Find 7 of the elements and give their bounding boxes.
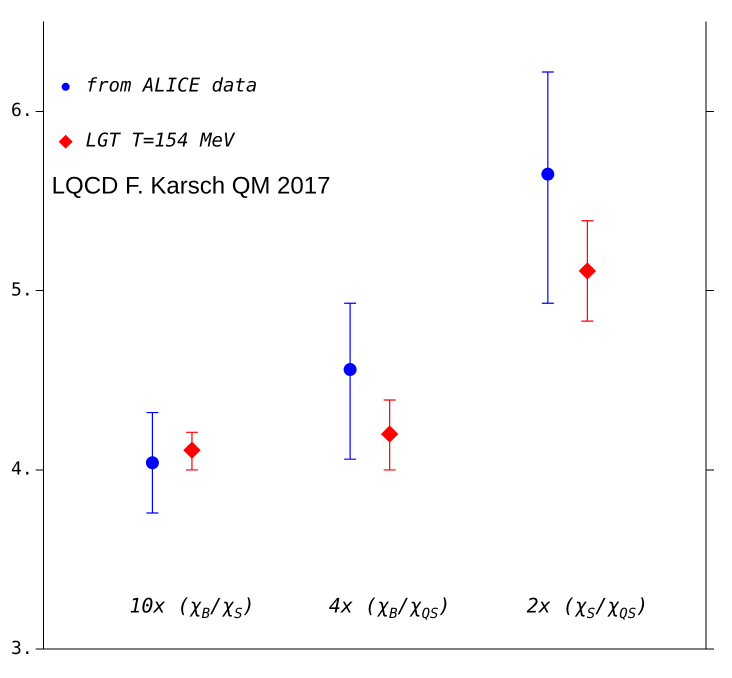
y-tick-label: 3.	[10, 638, 33, 659]
y-tick-label: 6.	[10, 100, 33, 122]
y-tick-label: 5.	[10, 279, 33, 300]
legend-label: LGT T=154 MeV	[86, 130, 236, 152]
annotation: LQCD F. Karsch QM 2017	[52, 172, 330, 200]
legend-label: from ALICE data	[86, 74, 258, 97]
y-tick-label: 4.	[10, 458, 33, 480]
